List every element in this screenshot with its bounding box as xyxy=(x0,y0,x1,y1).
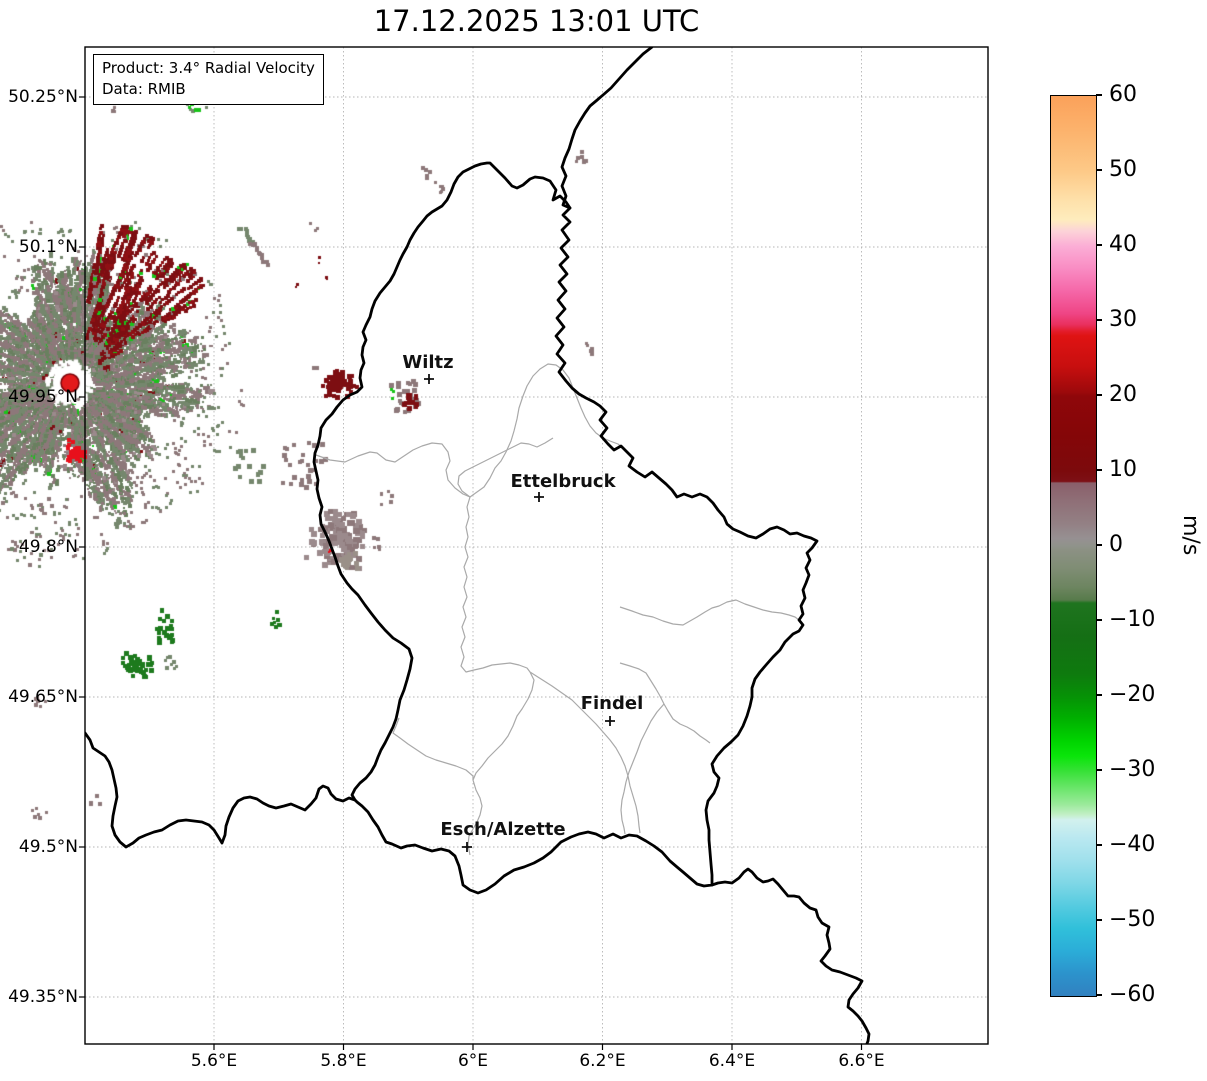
colorbar-tick xyxy=(1096,919,1102,921)
y-tick-label: 49.95°N xyxy=(8,387,78,407)
y-tick-label: 49.65°N xyxy=(8,687,78,707)
colorbar-tick-label: 30 xyxy=(1109,307,1137,332)
y-tick-label: 49.5°N xyxy=(18,837,78,857)
product-info-box: Product: 3.4° Radial Velocity Data: RMIB xyxy=(93,54,324,105)
city-label: Wiltz xyxy=(402,352,453,373)
colorbar-tick-label: −40 xyxy=(1109,832,1156,857)
city-label: Findel xyxy=(581,693,644,714)
colorbar-tick xyxy=(1096,94,1102,96)
colorbar xyxy=(1050,95,1097,997)
belgium-france-border xyxy=(85,731,357,849)
colorbar-tick-label: −20 xyxy=(1109,682,1156,707)
x-tick-label: 6°E xyxy=(457,1051,489,1071)
colorbar-tick-label: 10 xyxy=(1109,457,1137,482)
belgium-germany-border xyxy=(560,47,654,210)
x-tick-label: 5.8°E xyxy=(320,1051,367,1071)
colorbar-tick xyxy=(1096,994,1102,996)
x-tick-label: 6.6°E xyxy=(838,1051,885,1071)
product-info-line1: Product: 3.4° Radial Velocity xyxy=(102,59,315,77)
colorbar-tick-label: −60 xyxy=(1109,982,1156,1007)
colorbar-tick-label: 60 xyxy=(1109,82,1137,107)
cities-layer: Wiltz Ettelbruck Findel Esch/Alzette xyxy=(402,352,643,852)
y-tick-label: 50.25°N xyxy=(8,87,78,107)
y-tick-label: 50.1°N xyxy=(18,237,78,257)
x-tick-label: 6.2°E xyxy=(579,1051,626,1071)
colorbar-unit-label: m/s xyxy=(1178,515,1203,556)
colorbar-tick-label: 20 xyxy=(1109,382,1137,407)
colorbar-tick xyxy=(1096,619,1102,621)
colorbar-tick-label: −10 xyxy=(1109,607,1156,632)
colorbar-tick xyxy=(1096,469,1102,471)
france-germany-border xyxy=(710,867,871,1044)
x-tick-label: 6.4°E xyxy=(708,1051,756,1071)
y-tick-label: 49.35°N xyxy=(8,987,78,1007)
colorbar-tick xyxy=(1096,169,1102,171)
country-borders xyxy=(85,47,871,1044)
plot-frame xyxy=(84,46,989,1045)
colorbar-tick-label: 0 xyxy=(1109,532,1123,557)
district-borders xyxy=(315,363,800,856)
city-label: Esch/Alzette xyxy=(440,819,565,840)
colorbar-tick xyxy=(1096,319,1102,321)
luxembourg-border xyxy=(312,161,819,895)
product-info-line2: Data: RMIB xyxy=(102,80,186,98)
colorbar-tick xyxy=(1096,769,1102,771)
colorbar-tick-label: −50 xyxy=(1109,907,1156,932)
colorbar-tick-label: −30 xyxy=(1109,757,1156,782)
colorbar-tick xyxy=(1096,844,1102,846)
axis-ticks-layer xyxy=(79,96,863,1050)
plot-title: 17.12.2025 13:01 UTC xyxy=(373,4,700,38)
y-tick-label: 49.8°N xyxy=(18,537,78,557)
colorbar-tick xyxy=(1096,394,1102,396)
colorbar-tick-label: 40 xyxy=(1109,232,1137,257)
city-label: Ettelbruck xyxy=(510,471,616,492)
colorbar-tick xyxy=(1096,544,1102,546)
x-tick-label: 5.6°E xyxy=(190,1051,238,1071)
colorbar-tick xyxy=(1096,244,1102,246)
radar-data-canvas xyxy=(0,0,903,997)
colorbar-tick xyxy=(1096,694,1102,696)
colorbar-tick-label: 50 xyxy=(1109,157,1137,182)
